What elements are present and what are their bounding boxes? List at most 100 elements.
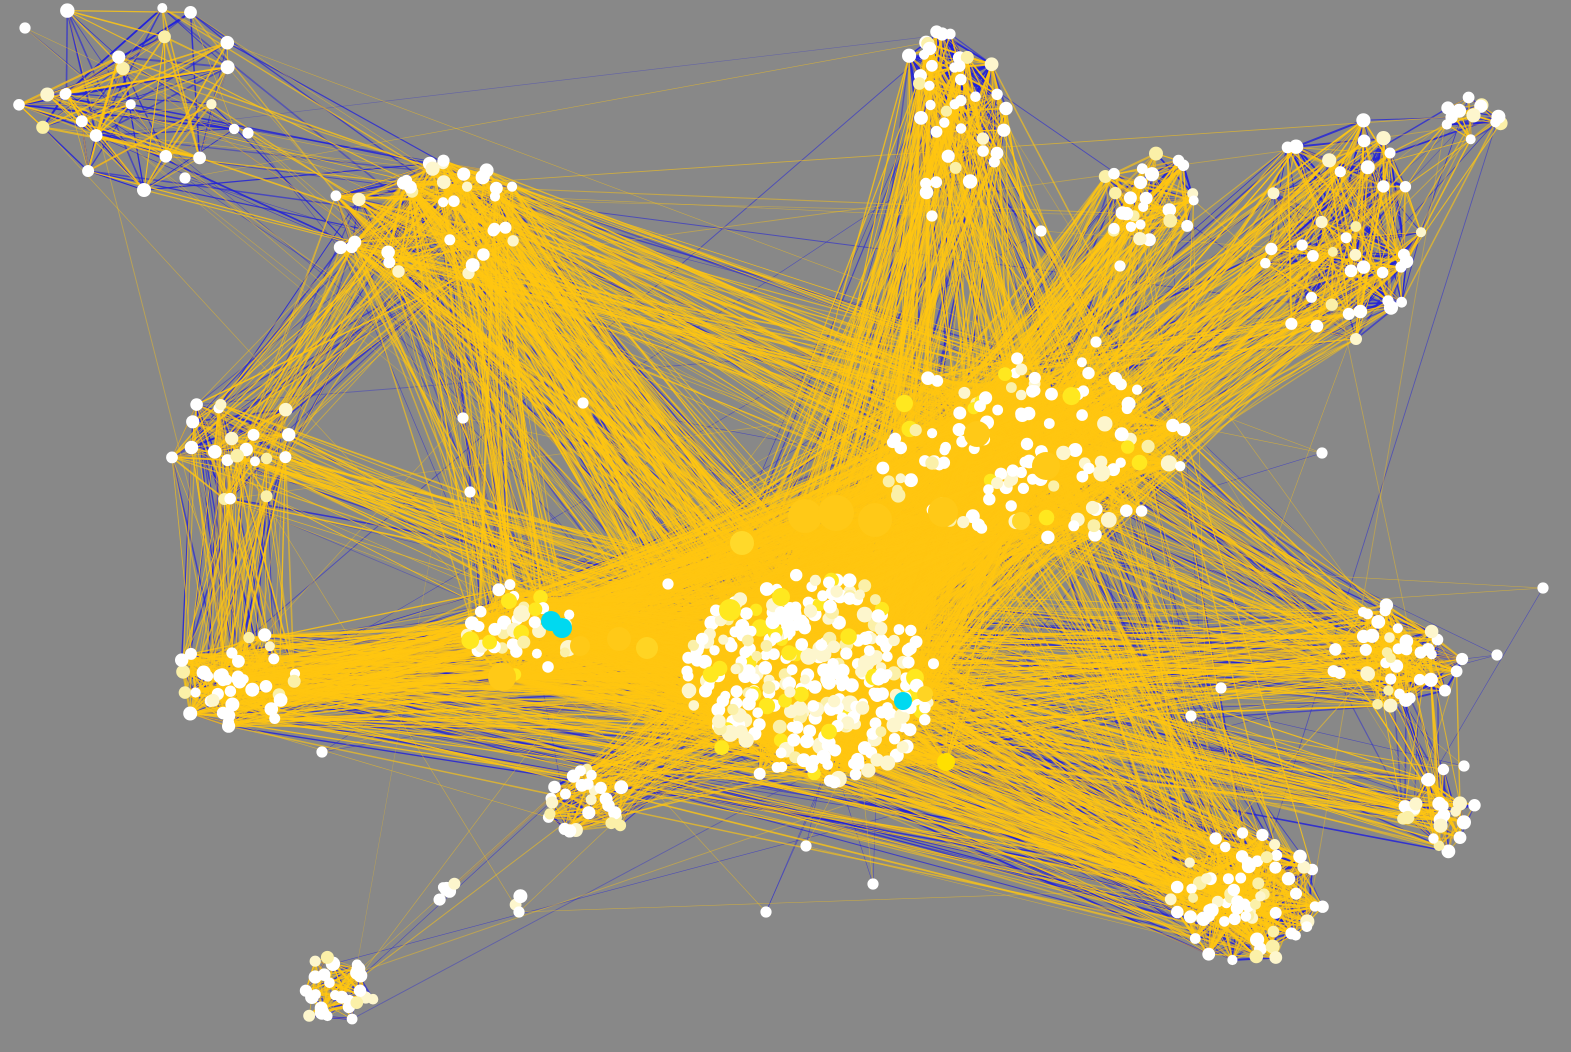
- graph-node[interactable]: [1222, 873, 1234, 885]
- graph-node[interactable]: [1466, 108, 1481, 123]
- graph-node[interactable]: [840, 647, 853, 660]
- graph-node[interactable]: [1138, 201, 1149, 212]
- graph-node[interactable]: [230, 449, 244, 463]
- graph-node[interactable]: [1456, 815, 1471, 830]
- graph-node[interactable]: [920, 177, 932, 190]
- graph-node[interactable]: [308, 970, 322, 984]
- graph-node[interactable]: [1176, 422, 1191, 437]
- graph-node[interactable]: [1316, 900, 1329, 913]
- graph-node[interactable]: [1423, 672, 1438, 687]
- graph-node[interactable]: [1390, 659, 1404, 673]
- graph-node[interactable]: [958, 386, 971, 399]
- graph-node[interactable]: [1456, 652, 1469, 666]
- graph-node[interactable]: [1020, 437, 1034, 451]
- graph-node[interactable]: [949, 99, 960, 110]
- graph-node[interactable]: [1256, 828, 1269, 842]
- graph-node[interactable]: [178, 686, 192, 699]
- graph-node[interactable]: [1175, 461, 1186, 472]
- graph-node[interactable]: [116, 61, 130, 76]
- graph-node[interactable]: [931, 375, 944, 387]
- graph-node[interactable]: [279, 451, 292, 464]
- graph-node[interactable]: [752, 707, 763, 718]
- graph-node[interactable]: [740, 607, 753, 620]
- graph-node[interactable]: [1537, 582, 1549, 594]
- graph-node[interactable]: [874, 623, 888, 636]
- graph-node[interactable]: [350, 996, 364, 1009]
- graph-node[interactable]: [60, 3, 75, 18]
- graph-node-cyan-b[interactable]: [552, 618, 572, 638]
- graph-node[interactable]: [1115, 378, 1127, 391]
- graph-node[interactable]: [695, 632, 709, 646]
- graph-node[interactable]: [1437, 808, 1451, 822]
- graph-node[interactable]: [774, 606, 787, 619]
- graph-node[interactable]: [760, 650, 771, 661]
- graph-node[interactable]: [904, 473, 918, 488]
- graph-node[interactable]: [273, 693, 288, 707]
- graph-node[interactable]: [1445, 111, 1458, 124]
- graph-node[interactable]: [1293, 849, 1307, 864]
- graph-node[interactable]: [1396, 296, 1407, 308]
- graph-node[interactable]: [1135, 219, 1146, 230]
- graph-node[interactable]: [823, 599, 837, 614]
- graph-node[interactable]: [823, 576, 835, 589]
- graph-node[interactable]: [367, 993, 379, 1005]
- graph-node[interactable]: [1202, 947, 1216, 961]
- graph-node-gold-hub-5[interactable]: [730, 531, 754, 555]
- graph-node[interactable]: [1316, 447, 1328, 459]
- graph-node[interactable]: [734, 725, 748, 740]
- graph-node[interactable]: [730, 664, 741, 675]
- graph-node[interactable]: [314, 1005, 330, 1020]
- graph-node[interactable]: [1108, 167, 1120, 180]
- graph-node[interactable]: [928, 658, 939, 670]
- graph-node[interactable]: [866, 727, 879, 740]
- graph-node-gold-hub-15[interactable]: [1012, 512, 1030, 530]
- graph-node[interactable]: [517, 635, 531, 649]
- graph-node[interactable]: [225, 431, 239, 446]
- graph-node[interactable]: [1056, 445, 1071, 461]
- graph-node[interactable]: [215, 399, 227, 411]
- graph-node[interactable]: [461, 631, 480, 650]
- graph-node[interactable]: [1424, 624, 1439, 639]
- graph-node[interactable]: [800, 840, 812, 852]
- graph-node[interactable]: [242, 127, 254, 139]
- graph-node[interactable]: [716, 694, 729, 708]
- graph-node[interactable]: [582, 778, 594, 790]
- graph-node[interactable]: [264, 702, 279, 716]
- graph-node[interactable]: [1097, 416, 1113, 432]
- graph-node[interactable]: [260, 452, 273, 465]
- graph-node[interactable]: [795, 638, 809, 651]
- graph-node[interactable]: [1379, 598, 1394, 612]
- graph-node[interactable]: [577, 397, 589, 409]
- graph-node[interactable]: [1093, 464, 1111, 482]
- graph-node[interactable]: [202, 670, 214, 682]
- graph-node[interactable]: [919, 714, 931, 726]
- graph-node[interactable]: [231, 672, 245, 686]
- graph-node[interactable]: [1068, 443, 1083, 457]
- graph-node[interactable]: [816, 749, 831, 765]
- graph-node[interactable]: [1433, 840, 1445, 852]
- graph-node[interactable]: [1281, 872, 1296, 886]
- graph-node[interactable]: [930, 176, 943, 189]
- graph-node[interactable]: [482, 634, 497, 650]
- graph-node[interactable]: [775, 747, 787, 759]
- graph-node[interactable]: [681, 683, 697, 698]
- graph-node[interactable]: [1260, 257, 1271, 269]
- graph-node[interactable]: [75, 115, 88, 128]
- graph-node[interactable]: [1005, 500, 1017, 512]
- graph-node[interactable]: [1249, 949, 1264, 964]
- graph-node[interactable]: [952, 423, 966, 437]
- graph-node[interactable]: [831, 615, 846, 630]
- graph-node[interactable]: [1082, 366, 1095, 380]
- graph-node[interactable]: [1297, 860, 1311, 874]
- graph-node[interactable]: [1322, 153, 1337, 168]
- graph-node[interactable]: [1109, 186, 1122, 200]
- graph-node[interactable]: [793, 686, 809, 702]
- graph-node[interactable]: [1231, 895, 1244, 909]
- graph-node[interactable]: [179, 172, 191, 184]
- graph-node[interactable]: [827, 640, 841, 654]
- graph-node[interactable]: [791, 619, 803, 631]
- graph-node-gold-hub-16[interactable]: [501, 593, 517, 609]
- graph-node[interactable]: [59, 88, 71, 100]
- graph-node[interactable]: [1385, 652, 1396, 664]
